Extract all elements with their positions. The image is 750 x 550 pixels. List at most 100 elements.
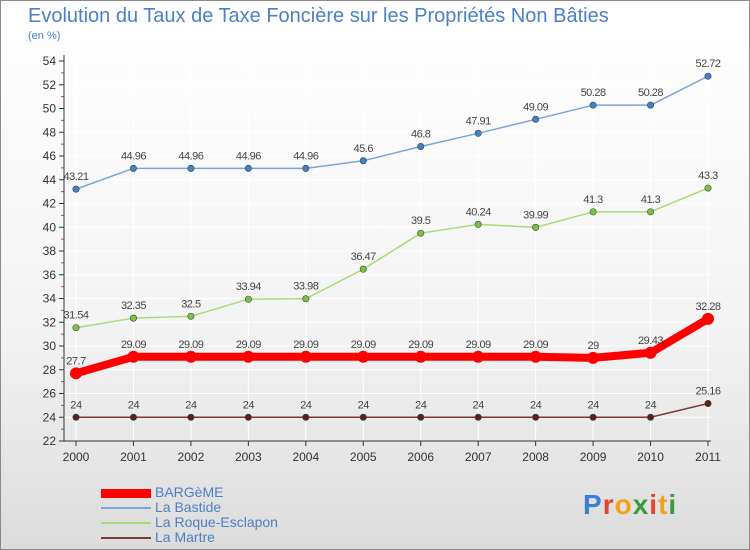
data-point [532,115,540,123]
x-tick-label: 2002 [178,450,205,464]
logo-letter: P [583,489,603,520]
data-point [129,314,137,322]
logo-letter: r [602,489,615,520]
y-tick-label: 40 [43,220,57,234]
data-label: 24 [415,399,427,411]
data-label: 24 [185,399,197,411]
data-point [702,312,714,325]
data-label: 29.09 [121,339,146,351]
x-tick-label: 2011 [695,450,721,464]
data-label: 41.3 [641,194,661,206]
y-tick-label: 28 [43,363,57,377]
data-label: 29.09 [466,339,491,351]
data-point [417,143,425,151]
data-label: 44.96 [293,150,318,162]
chart-title: Evolution du Taux de Taxe Foncière sur l… [28,5,609,27]
data-label: 47.91 [466,115,491,127]
data-label: 25.16 [695,385,720,397]
legend-swatch [101,507,151,509]
data-point [589,208,597,216]
data-point [704,72,712,80]
x-tick-label: 2005 [350,450,377,464]
data-point [529,350,542,363]
y-tick-label: 42 [43,197,57,211]
data-label: 32.5 [181,298,201,310]
data-point [532,413,540,421]
y-tick-label: 34 [43,292,57,306]
data-label: 43.3 [698,170,718,182]
y-tick-label: 32 [43,315,57,329]
data-label: 24 [300,399,312,411]
y-tick-label: 48 [43,125,57,139]
data-point [359,413,367,421]
legend-label: La Bastide [155,499,222,515]
data-point [184,350,197,363]
data-point [72,324,80,332]
data-label: 44.96 [121,150,146,162]
y-tick-label: 50 [43,102,57,116]
data-point [704,399,712,407]
data-point [302,295,310,303]
x-tick-label: 2010 [637,450,664,464]
chart-subtitle: (en %) [28,30,61,42]
logo-letter: o [614,489,633,520]
y-tick-label: 36 [43,268,57,282]
data-point [359,265,367,273]
data-label: 46.8 [411,129,431,141]
data-point [647,413,655,421]
data-point [589,413,597,421]
x-tick-label: 2009 [580,450,607,464]
y-tick-label: 22 [43,434,57,448]
data-label: 27.7 [66,355,86,367]
data-label: 32.35 [121,300,146,312]
data-point [474,220,482,228]
x-tick-label: 2003 [235,450,262,464]
data-point [299,350,312,363]
x-tick-label: 2007 [465,450,492,464]
data-point [647,208,655,216]
data-label: 29.09 [236,339,261,351]
data-point [474,129,482,137]
data-label: 24 [473,399,485,411]
data-point [704,184,712,192]
data-label: 24 [645,399,657,411]
data-point [644,346,657,359]
logo-letter: i [649,489,659,520]
x-tick-label: 2006 [407,450,434,464]
data-point [647,101,655,109]
legend-swatch [101,537,151,539]
data-point [129,164,137,172]
data-point [357,350,370,363]
data-label: 32.28 [695,301,720,313]
legend-swatch [101,522,151,524]
y-tick-label: 24 [43,410,57,424]
data-label: 41.3 [583,194,603,206]
data-label: 29.09 [523,339,548,351]
x-tick-label: 2000 [63,450,90,464]
data-label: 29.09 [293,339,318,351]
series-line [72,314,712,378]
data-label: 44.96 [178,150,203,162]
data-point [414,350,427,363]
y-tick-label: 26 [43,387,57,401]
data-point [127,350,140,363]
data-label: 40.24 [466,206,491,218]
data-point [187,413,195,421]
data-label: 45.6 [354,143,374,155]
legend-label: BARGèME [155,484,224,500]
data-point [302,413,310,421]
data-point [472,350,485,363]
logo-letter: t [658,489,669,520]
data-label: 49.09 [523,101,548,113]
data-label: 29.09 [351,339,376,351]
data-point [359,157,367,165]
data-label: 29.09 [178,339,203,351]
y-tick-label: 44 [43,173,57,187]
data-point [187,164,195,172]
data-point [244,413,252,421]
legend-label: La Martre [155,529,215,545]
legend-label: La Roque-Esclapon [155,514,278,530]
data-point [417,413,425,421]
